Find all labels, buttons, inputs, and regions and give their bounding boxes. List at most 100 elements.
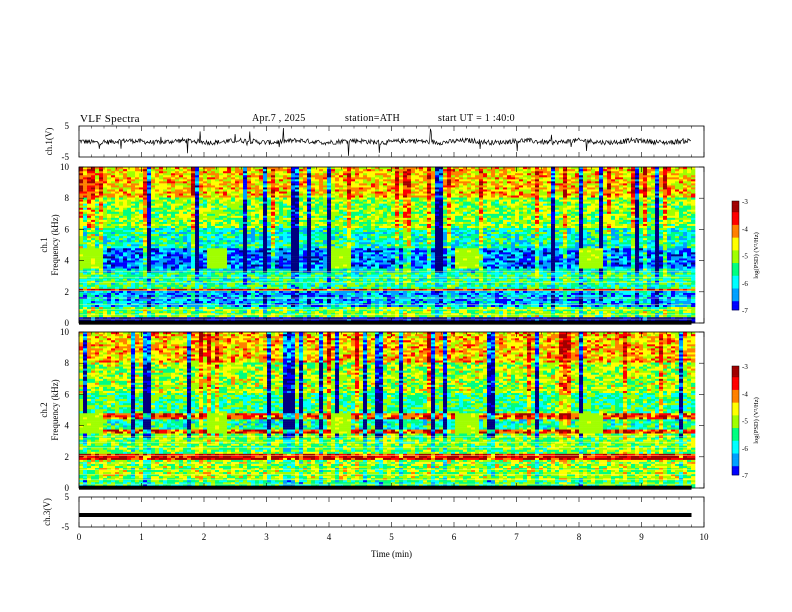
spectrogram-cell — [431, 262, 435, 264]
spectrogram-cell — [123, 303, 127, 305]
spectrogram-cell — [163, 262, 167, 264]
spectrogram-cell — [291, 260, 295, 262]
spectrogram-cell — [467, 258, 471, 260]
spectrogram-cell — [299, 301, 303, 303]
spectrogram-cell — [487, 301, 491, 303]
spectrogram-cell — [503, 264, 507, 266]
spectrogram-cell — [359, 307, 363, 309]
spectrogram-cell — [187, 268, 191, 270]
spectrogram-cell — [691, 317, 695, 319]
spectrogram-cell — [655, 291, 659, 293]
spectrogram-cell — [131, 311, 135, 313]
spectrogram-cell — [135, 305, 139, 307]
spectrogram-cell — [347, 285, 351, 287]
spectrogram-cell — [275, 307, 279, 309]
spectrogram-cell — [367, 293, 371, 295]
spectrogram-cell — [259, 262, 263, 264]
spectrogram-cell — [491, 258, 495, 260]
spectrogram-cell — [199, 311, 203, 313]
spectrogram-cell — [679, 297, 683, 299]
spectrogram-cell — [275, 285, 279, 287]
spectrogram-cell — [575, 264, 579, 266]
spectrogram-cell — [87, 313, 91, 315]
spectrogram-cell — [131, 278, 135, 280]
spectrogram-cell — [491, 305, 495, 307]
spectrogram-cell — [175, 278, 179, 280]
spectrogram-cell — [675, 260, 679, 262]
spectrogram-cell — [495, 307, 499, 309]
spectrogram-cell — [631, 293, 635, 295]
spectrogram-cell — [407, 264, 411, 266]
spectrogram-cell — [639, 293, 643, 295]
spectrogram-cell — [115, 260, 119, 262]
spectrogram-cell — [359, 297, 363, 299]
spectrogram-cell — [251, 307, 255, 309]
spectrogram-cell — [343, 291, 347, 293]
spectrogram-cell — [323, 315, 327, 317]
spectrogram-cell — [691, 311, 695, 313]
spectrogram-cell — [651, 262, 655, 264]
spectrogram-cell — [363, 305, 367, 307]
spectrogram-cell — [663, 307, 667, 309]
spectrogram-cell — [335, 293, 339, 295]
spectrogram-cell — [311, 287, 315, 289]
spectrogram-cell — [183, 278, 187, 280]
spectrogram-cell — [163, 282, 167, 284]
spectrogram-cell — [435, 307, 439, 309]
spectrogram-cell — [223, 282, 227, 284]
spectrogram-cell — [547, 311, 551, 313]
spectrogram-cell — [515, 278, 519, 280]
spectrogram-cell — [199, 262, 203, 264]
spectrogram-cell — [539, 282, 543, 284]
spectrogram-cell — [467, 260, 471, 262]
spectrogram-cell — [271, 260, 275, 262]
spectrogram-cell — [463, 285, 467, 287]
spectrogram-cell — [255, 260, 259, 262]
spectrogram-cell — [519, 313, 523, 315]
spectrogram-cell — [95, 299, 99, 301]
spectrogram-cell — [671, 264, 675, 266]
spectrogram-cell — [375, 264, 379, 266]
spectrogram-cell — [511, 293, 515, 295]
spectrogram-cell — [647, 307, 651, 309]
spectrogram-cell — [387, 313, 391, 315]
ch1-waveform-line — [79, 128, 691, 156]
spectrogram-cell — [391, 262, 395, 264]
spectrogram-cell — [587, 305, 591, 307]
spectrogram-cell — [679, 315, 683, 317]
spectrogram-cell — [235, 274, 239, 276]
spectrogram-cell — [143, 305, 147, 307]
spectrogram-cell — [279, 291, 283, 293]
spectrogram-cell — [475, 299, 479, 301]
spectrogram-cell — [659, 295, 663, 297]
spectrogram-cell — [363, 297, 367, 299]
spectrogram-cell — [539, 268, 543, 270]
spectrogram-cell — [611, 268, 615, 270]
spectrogram-cell — [691, 262, 695, 264]
spectrogram-cell — [271, 305, 275, 307]
spectrogram-cell — [411, 266, 415, 268]
spectrogram-cell — [415, 285, 419, 287]
spectrogram-cell — [679, 307, 683, 309]
spectrogram-cell — [503, 258, 507, 260]
spectrogram-cell — [215, 262, 219, 264]
spectrogram-cell — [483, 260, 487, 262]
spectrogram-cell — [639, 268, 643, 270]
spectrogram-cell — [439, 297, 443, 299]
spectrogram-cell — [595, 299, 599, 301]
spectrogram-cell — [139, 282, 143, 284]
spectrogram-cell — [551, 264, 555, 266]
spectrogram-cell — [95, 262, 99, 264]
spectrogram-cell — [611, 311, 615, 313]
spectrogram-cell — [167, 272, 171, 274]
spectrogram-cell — [407, 287, 411, 289]
spectrogram-cell — [111, 266, 115, 268]
spectrogram-cell — [443, 305, 447, 307]
spectrogram-cell — [675, 266, 679, 268]
spectrogram-cell — [363, 293, 367, 295]
spectrogram-cell — [287, 264, 291, 266]
spectrogram-cell — [159, 285, 163, 287]
spectrogram-cell — [531, 268, 535, 270]
spectrogram-cell — [83, 266, 87, 268]
spectrogram-cell — [403, 313, 407, 315]
